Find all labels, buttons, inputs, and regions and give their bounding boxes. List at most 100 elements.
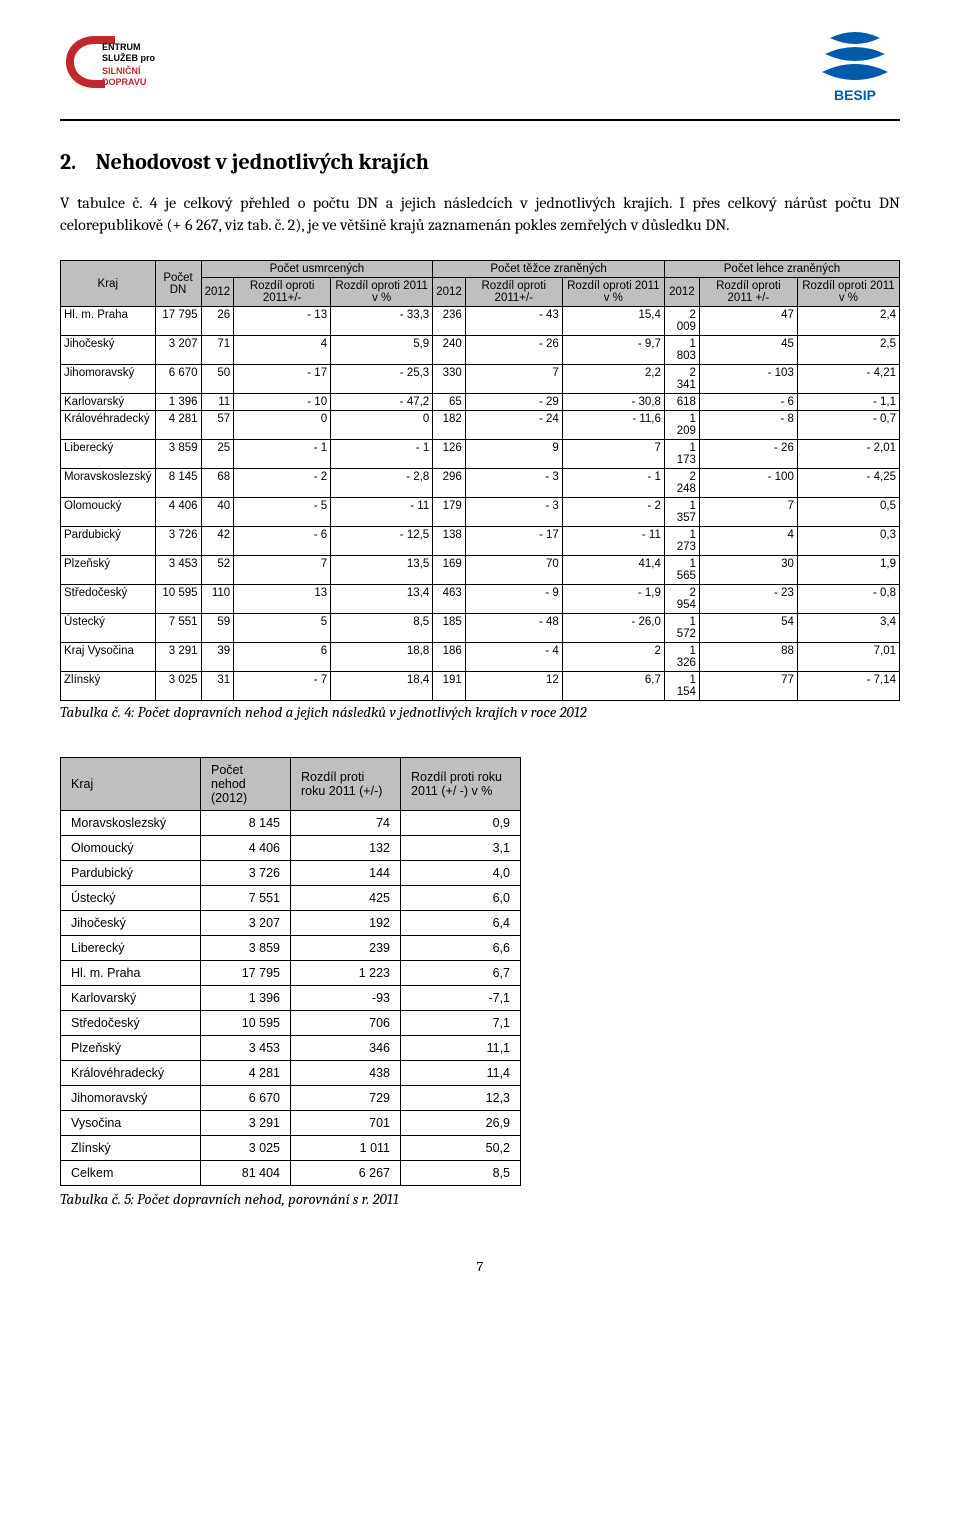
table-cell: - 17 bbox=[465, 527, 562, 556]
table-row: Plzeňský3 45334611,1 bbox=[61, 1036, 521, 1061]
table-cell: 57 bbox=[201, 411, 234, 440]
table-cell: 240 bbox=[433, 336, 466, 365]
table-cell: Hl. m. Praha bbox=[61, 307, 156, 336]
table-cell: 11 bbox=[201, 394, 234, 411]
table-cell: Karlovarský bbox=[61, 394, 156, 411]
table-cell: 1 572 bbox=[664, 614, 699, 643]
table-cell: 2,2 bbox=[562, 365, 664, 394]
table-cell: - 26 bbox=[699, 440, 797, 469]
table-cell: 169 bbox=[433, 556, 466, 585]
table-cell: 77 bbox=[699, 672, 797, 701]
table-cell: 185 bbox=[433, 614, 466, 643]
table-cell: 5,9 bbox=[331, 336, 433, 365]
table-cell: 7 551 bbox=[201, 886, 291, 911]
table-cell: 0,5 bbox=[797, 498, 899, 527]
t5-h-kraj: Kraj bbox=[61, 758, 201, 811]
table-row: Středočeský10 5951101313,4463- 9- 1,92 9… bbox=[61, 585, 900, 614]
table-cell: 8 145 bbox=[201, 811, 291, 836]
table-cell: 7 bbox=[234, 556, 331, 585]
table-cell: 0 bbox=[234, 411, 331, 440]
table-cell: 1 565 bbox=[664, 556, 699, 585]
table-row: Liberecký3 8592396,6 bbox=[61, 936, 521, 961]
table-cell: Zlínský bbox=[61, 672, 156, 701]
table-cell: -7,1 bbox=[401, 986, 521, 1011]
table-row: Jihomoravský6 67050- 17- 25,333072,22 34… bbox=[61, 365, 900, 394]
t5-h-pocet: Počet nehod (2012) bbox=[201, 758, 291, 811]
table-cell: 144 bbox=[291, 861, 401, 886]
table-cell: 4 bbox=[234, 336, 331, 365]
table-cell: 47 bbox=[699, 307, 797, 336]
table-cell: Pardubický bbox=[61, 861, 201, 886]
table-row: Kraj Vysočina3 29139618,8186- 421 326887… bbox=[61, 643, 900, 672]
table-cell: Kraj Vysočina bbox=[61, 643, 156, 672]
table-cell: 31 bbox=[201, 672, 234, 701]
table-cell: - 100 bbox=[699, 469, 797, 498]
table-cell: 26,9 bbox=[401, 1111, 521, 1136]
t4-h-labs: Rozdíl oproti 2011 +/- bbox=[699, 278, 797, 307]
table-cell: 3 453 bbox=[201, 1036, 291, 1061]
section-number: 2. bbox=[60, 149, 76, 175]
table-cell: - 7 bbox=[234, 672, 331, 701]
table-cell: 7,01 bbox=[797, 643, 899, 672]
table-row: Zlínský3 02531- 718,4191126,71 15477- 7,… bbox=[61, 672, 900, 701]
table-cell: 50,2 bbox=[401, 1136, 521, 1161]
page: ENTRUM SLUŽEB pro SILNIČNÍ DOPRAVU BESIP… bbox=[0, 0, 960, 1315]
t4-h-u2012: 2012 bbox=[201, 278, 234, 307]
table-cell: 2,5 bbox=[797, 336, 899, 365]
table-cell: Královéhradecký bbox=[61, 1061, 201, 1086]
table-cell: 13,5 bbox=[331, 556, 433, 585]
table-cell: 463 bbox=[433, 585, 466, 614]
t4-h-dn: Počet DN bbox=[155, 261, 201, 307]
table-cell: - 1 bbox=[331, 440, 433, 469]
table-cell: 40 bbox=[201, 498, 234, 527]
table-row: Hl. m. Praha17 7951 2236,7 bbox=[61, 961, 521, 986]
table-cell: Zlínský bbox=[61, 1136, 201, 1161]
table-cell: Moravskoslezský bbox=[61, 811, 201, 836]
table-row: Plzeňský3 45352713,51697041,41 565301,9 bbox=[61, 556, 900, 585]
table-cell: - 7,14 bbox=[797, 672, 899, 701]
table-cell: - 47,2 bbox=[331, 394, 433, 411]
table-cell: - 11 bbox=[562, 527, 664, 556]
table-cell: 2 009 bbox=[664, 307, 699, 336]
table-cell: 1 803 bbox=[664, 336, 699, 365]
table-4-caption: Tabulka č. 4: Počet dopravních nehod a j… bbox=[60, 703, 900, 721]
table-cell: 618 bbox=[664, 394, 699, 411]
table-cell: 6 bbox=[234, 643, 331, 672]
table-cell: 8,5 bbox=[331, 614, 433, 643]
header-logos: ENTRUM SLUŽEB pro SILNIČNÍ DOPRAVU BESIP bbox=[60, 30, 900, 109]
table-cell: 15,4 bbox=[562, 307, 664, 336]
table-cell: 4 bbox=[699, 527, 797, 556]
table-cell: - 2 bbox=[234, 469, 331, 498]
table-cell: 13,4 bbox=[331, 585, 433, 614]
table-cell: 6,0 bbox=[401, 886, 521, 911]
table-cell: - 48 bbox=[465, 614, 562, 643]
table-cell: 7 bbox=[465, 365, 562, 394]
table-row: Moravskoslezský8 145740,9 bbox=[61, 811, 521, 836]
table-cell: Jihočeský bbox=[61, 336, 156, 365]
table-cell: 6 670 bbox=[201, 1086, 291, 1111]
table-cell: 45 bbox=[699, 336, 797, 365]
table-cell: 3 291 bbox=[201, 1111, 291, 1136]
table-cell: 6,6 bbox=[401, 936, 521, 961]
table-cell: 3 453 bbox=[155, 556, 201, 585]
t4-h-lehce: Počet lehce zraněných bbox=[664, 261, 899, 278]
table-cell: 18,4 bbox=[331, 672, 433, 701]
logo-left-text1: ENTRUM bbox=[102, 42, 141, 52]
table-row: Moravskoslezský8 14568- 2- 2,8296- 3- 12… bbox=[61, 469, 900, 498]
table-cell: 88 bbox=[699, 643, 797, 672]
table-cell: Karlovarský bbox=[61, 986, 201, 1011]
table-cell: - 26,0 bbox=[562, 614, 664, 643]
table-cell: - 26 bbox=[465, 336, 562, 365]
table-5-caption: Tabulka č. 5: Počet dopravních nehod, po… bbox=[60, 1190, 900, 1208]
table-cell: Plzeňský bbox=[61, 1036, 201, 1061]
table-cell: - 1 bbox=[234, 440, 331, 469]
table-cell: 2 341 bbox=[664, 365, 699, 394]
table-cell: 1 154 bbox=[664, 672, 699, 701]
table-cell: - 0,8 bbox=[797, 585, 899, 614]
table-cell: 182 bbox=[433, 411, 466, 440]
t4-h-tezce: Počet těžce zraněných bbox=[433, 261, 665, 278]
logo-left-text3a: SILNIČNÍ bbox=[102, 65, 141, 76]
t4-h-l2012: 2012 bbox=[664, 278, 699, 307]
table-cell: 0,3 bbox=[797, 527, 899, 556]
table-cell: 729 bbox=[291, 1086, 401, 1111]
